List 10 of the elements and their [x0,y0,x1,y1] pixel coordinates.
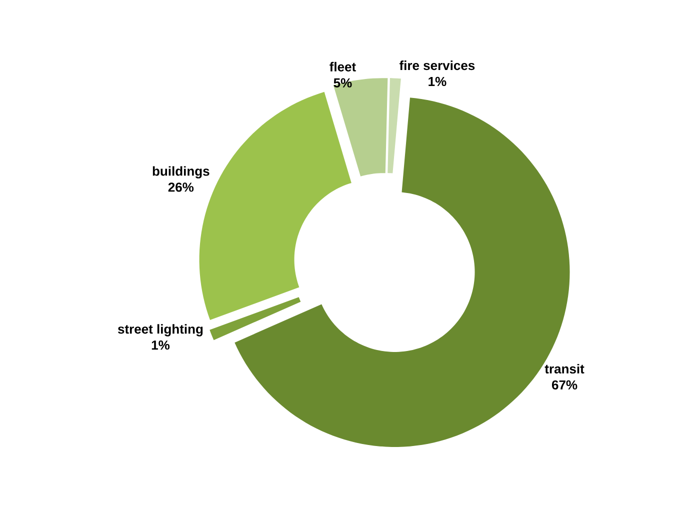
slice-label: fire services [399,60,475,70]
data-label: 5% [334,78,352,88]
slice-label: transit [544,364,584,374]
slice-label: buildings [152,166,210,178]
data-label: 1% [152,340,170,350]
slice-label: street lighting [118,324,203,336]
data-label: 67% [552,380,578,390]
slice-label: fleet [330,62,356,72]
data-label: 26% [168,182,194,192]
data-label: 1% [428,76,446,86]
